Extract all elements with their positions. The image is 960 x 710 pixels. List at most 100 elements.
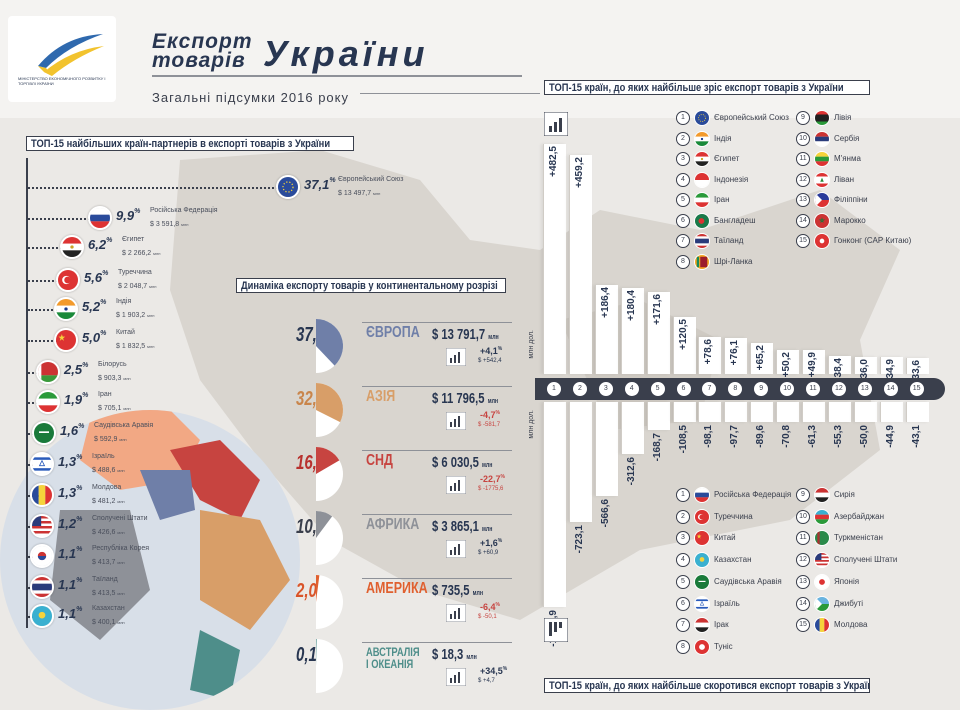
decline-bar-label: -98,1 (703, 425, 715, 448)
decline-bar-label: -61,3 (807, 425, 818, 448)
category-tick-label: 9 (753, 381, 770, 397)
legend-number: 13 (796, 193, 810, 207)
legend-item: 10 Сербія (796, 130, 859, 147)
legend-item: 8 Туніс (676, 638, 733, 655)
decline-axis-label: млн дол. (528, 410, 535, 439)
partner-name: Індія (116, 298, 132, 305)
legend-item: 6 Бангладеш (676, 212, 756, 229)
ph-flag-icon (814, 192, 830, 208)
decline-bar-label: -50,0 (858, 425, 870, 448)
category-tick-label: 13 (856, 381, 873, 397)
legend-country-name: Туркменістан (834, 533, 883, 543)
partner-value: $ 13 497,7 млн (338, 190, 381, 197)
legend-number: 2 (676, 509, 690, 524)
title-underline (152, 75, 522, 77)
continent-value: $ 18,3 млн (432, 646, 477, 663)
legend-number: 8 (676, 254, 690, 269)
legend-number: 3 (676, 152, 690, 166)
legend-item: 4 Індонезія (676, 171, 748, 188)
kz-flag-icon (30, 604, 54, 628)
continent-rule (362, 514, 512, 515)
partner-value: $ 3 591,8 млн (150, 221, 189, 228)
legend-item: 1 Європейський Союз (676, 110, 789, 126)
partner-name: Сполучені Штати (92, 515, 148, 522)
growth-chart-icon (544, 112, 568, 136)
th-flag-icon (30, 575, 54, 599)
legend-country-name: Сполучені Штати (834, 555, 898, 565)
dj-flag-icon (814, 595, 830, 612)
continent-pie-chart (316, 575, 343, 629)
cn-flag-icon (54, 328, 78, 352)
title-main: України (263, 33, 429, 74)
ly-flag-icon (814, 110, 830, 126)
title-line1: Експорт (152, 30, 253, 53)
category-tick-label: 7 (701, 381, 718, 397)
legend-item: 3 Єгипет (676, 151, 739, 167)
partner-value: $ 413,7 млн (92, 559, 125, 566)
partner-pct: 37,1% (304, 177, 336, 192)
decline-bar (827, 402, 851, 422)
legend-country-name: Ірак (714, 620, 729, 630)
il-flag-icon (30, 452, 54, 476)
decline-chart-icon (544, 618, 568, 642)
globe-icon (0, 410, 300, 710)
legend-number: 14 (796, 596, 810, 611)
legend-number: 10 (796, 131, 810, 146)
growth-section-title: ТОП-15 країн, до яких найбільше зріс екс… (544, 80, 870, 95)
partner-pct: 1,2% (58, 516, 83, 531)
by-flag-icon (36, 360, 60, 384)
partner-pct: 5,2% (82, 299, 107, 314)
legend-number: 11 (796, 531, 810, 546)
continent-change-pct: +34,5% (480, 666, 508, 676)
legend-item: 1 Російська Федерація (676, 487, 791, 503)
legend-country-name: Гонконг (САР Китаю) (834, 236, 912, 246)
legend-item: 15 Гонконг (САР Китаю) (796, 233, 911, 249)
category-tick-label: 6 (675, 381, 692, 397)
continent-change-pct: -22,7% (480, 474, 505, 484)
lb-flag-icon (814, 171, 830, 188)
bd-flag-icon (694, 212, 710, 229)
partner-pct: 5,6% (84, 270, 109, 285)
continent-value: $ 11 796,5 млн (432, 390, 499, 407)
decline-bar (646, 402, 670, 430)
growth-bar (776, 350, 800, 374)
category-tick-label: 2 (571, 381, 588, 397)
legend-number: 6 (676, 596, 690, 611)
legend-country-name: Шрі-Ланка (714, 256, 753, 266)
partner-pct: 1,9% (64, 392, 89, 407)
partner-name: Ізраїль (92, 453, 115, 460)
partner-name: Саудівська Аравія (94, 422, 154, 429)
growth-bar (594, 285, 618, 374)
growth-bar-label: +186,4 (599, 287, 611, 319)
id-flag-icon (694, 171, 710, 188)
tm-flag-icon (814, 530, 830, 547)
pie-slice (316, 639, 317, 666)
legend-item: 13 Японія (796, 573, 859, 590)
category-tick-label: 14 (882, 381, 899, 397)
il-flag-icon (694, 595, 710, 612)
partner-pct: 2,5% (64, 362, 89, 377)
decline-bar-label: -55,3 (832, 425, 844, 448)
partner-leader-line (28, 247, 70, 249)
legend-number: 6 (676, 213, 690, 228)
in-flag-icon (54, 297, 78, 321)
legend-item: 2 Індія (676, 130, 731, 147)
partner-value: $ 413,5 млн (92, 590, 125, 597)
pie-slice (316, 575, 320, 602)
category-tick-label: 15 (908, 381, 925, 397)
legend-number: 11 (796, 152, 810, 166)
ru-flag-icon (88, 206, 112, 230)
hk-flag-icon (814, 233, 830, 249)
growth-bar (724, 337, 748, 374)
legend-number: 15 (796, 618, 810, 633)
partner-name: Казахстан (92, 605, 125, 612)
legend-item: 8 Шрі-Ланка (676, 253, 753, 270)
continent-name: АВСТРАЛІЯ І ОКЕАНІЯ (366, 645, 420, 671)
growth-bar (827, 355, 851, 374)
partner-name: Молдова (92, 484, 122, 491)
continent-change-abs: $ -581,7 (478, 422, 501, 428)
legend-item: 4 Казахстан (676, 552, 752, 569)
decline-bar-label: -97,7 (729, 425, 741, 448)
partner-pct: 1,6% (60, 423, 85, 438)
growth-bar-label: +78,6 (703, 338, 715, 364)
